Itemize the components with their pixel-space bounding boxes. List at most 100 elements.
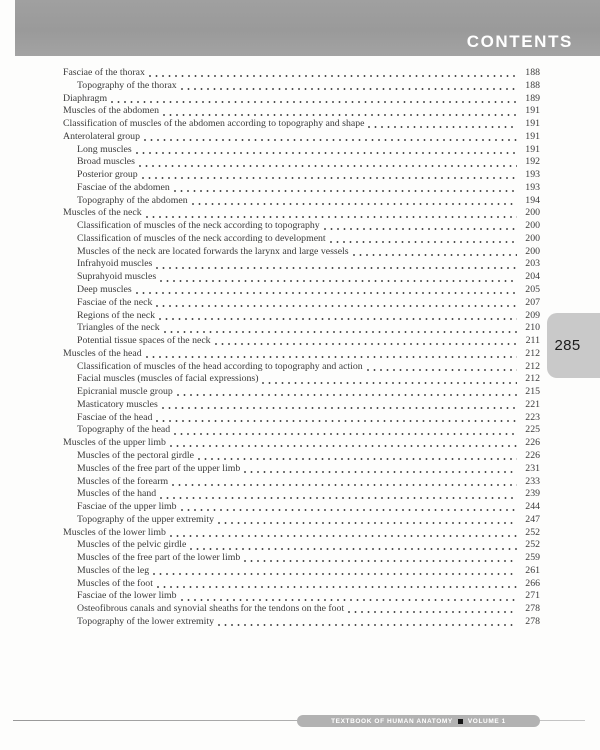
dot-leader [156,266,517,269]
toc-entry-page-number: 188 [525,67,540,78]
dot-leader [143,139,517,142]
toc-entry-page-number: 191 [525,143,540,155]
toc-entry: Classification of muscles of the neck ac… [63,220,540,233]
dot-leader [217,624,517,627]
dot-leader [163,330,517,333]
toc-entry-page-number: 271 [525,590,540,602]
dot-leader [160,279,517,282]
toc-entry: Topography of the thorax 188 [63,80,540,93]
dot-leader [191,202,517,205]
dot-leader [352,253,517,256]
dot-leader [159,317,517,320]
dot-leader [180,598,517,601]
footer-banner: TEXTBOOK OF HUMAN ANATOMY VOLUME 1 [297,715,540,727]
dot-leader [366,368,517,371]
dot-leader [163,113,517,116]
toc-entry: Muscles of the neck are located forwards… [63,246,540,259]
dot-leader [135,151,517,154]
dot-leader [138,164,517,167]
dot-leader [180,88,517,91]
toc-entry-page-number: 212 [525,347,540,359]
toc-entry: Masticatory muscles 221 [63,399,540,412]
toc-entry-page-number: 259 [525,552,540,564]
page-number-tab: 285 [547,313,600,378]
toc-entry: Muscles of the forearm 233 [63,476,540,489]
toc-entry-page-number: 221 [525,398,540,410]
dot-leader [217,522,517,525]
toc-entry-page-number: 200 [525,220,540,232]
header-bar: CONTENTS [15,0,600,56]
toc-entry: Diaphragm 189 [63,93,540,106]
dot-leader [161,407,517,410]
toc-entry-page-number: 223 [525,411,540,423]
toc-entry-label: Muscles of the pelvic girdle [77,539,187,551]
dot-leader [214,343,517,346]
toc-entry: Muscles of the neck 200 [63,207,540,220]
toc-entry: Posterior group 193 [63,169,540,182]
toc-entry: Muscles of the free part of the lower li… [63,552,540,565]
toc-entry-page-number: 266 [525,577,540,589]
dot-leader [111,100,517,103]
dot-leader [197,458,517,461]
toc-entry: Muscles of the head 212 [63,348,540,361]
toc-entry: Topography of the lower extremity 278 [63,616,540,629]
toc-entry-label: Muscles of the abdomen [63,105,160,117]
toc-entry: Muscles of the pectoral girdle 226 [63,450,540,463]
toc-entry-page-number: 252 [525,539,540,551]
dot-leader [172,483,517,486]
dot-leader [180,509,517,512]
footer-book-title: TEXTBOOK OF HUMAN ANATOMY [331,717,453,725]
toc-entry-page-number: 203 [525,258,540,270]
toc-entry-page-number: 191 [525,105,540,117]
dot-leader [135,292,517,295]
toc-entry: Epicranial muscle group 215 [63,386,540,399]
toc-entry-page-number: 239 [525,488,540,500]
page-title: CONTENTS [466,32,573,51]
toc-entry-label: Topography of the abdomen [77,194,188,206]
toc-entry-page-number: 212 [525,373,540,385]
toc-entry-label: Muscles of the neck [63,207,142,219]
dot-leader [323,228,517,231]
toc-entry-page-number: 233 [525,475,540,487]
toc-entry-label: Muscles of the lower limb [63,526,166,538]
toc-entry-page-number: 252 [525,526,540,538]
toc-entry: Suprahyoid muscles 204 [63,271,540,284]
toc-entry-page-number: 209 [525,309,540,321]
square-separator-icon [457,718,463,724]
dot-leader [329,241,517,244]
toc-entry-label: Suprahyoid muscles [77,271,157,283]
toc-entry-page-number: 204 [525,271,540,283]
toc-entry: Fasciae of the abdomen 193 [63,182,540,195]
toc-entry-page-number: 207 [525,296,540,308]
toc-entry: Topography of the abdomen 194 [63,195,540,208]
toc-entry: Deep muscles 205 [63,284,540,297]
toc-entry: Muscles of the upper limb 226 [63,437,540,450]
dot-leader [368,126,517,129]
toc-entry-page-number: 200 [525,245,540,257]
dot-leader [156,585,517,588]
toc-entry-page-number: 189 [525,92,540,104]
toc-entry-page-number: 191 [525,118,540,130]
toc-entry: Fasciae of the upper limb 244 [63,501,540,514]
toc-entry: Triangles of the neck 210 [63,322,540,335]
toc-entry: Muscles of the hand 239 [63,488,540,501]
toc-entry-page-number: 278 [525,615,540,627]
toc-entry-label: Fasciae of the thorax [63,67,145,78]
toc-entry-page-number: 200 [525,232,540,244]
dot-leader [156,305,517,308]
toc-entry-page-number: 200 [525,207,540,219]
toc-entry-label: Triangles of the neck [77,322,160,334]
toc-entry-label: Epicranial muscle group [77,386,173,398]
toc-entry-label: Fasciae of the neck [77,296,153,308]
toc-entry: Broad muscles 192 [63,156,540,169]
toc-entry: Classification of muscles of the neck ac… [63,233,540,246]
dot-leader [145,356,517,359]
toc-entry-page-number: 191 [525,130,540,142]
toc-entry: Fasciae of the thorax 188 [63,67,540,80]
toc-entry-label: Osteofibrous canals and synovial sheaths… [77,603,345,615]
toc-entry: Long muscles 191 [63,144,540,157]
toc-entry: Muscles of the lower limb 252 [63,527,540,540]
toc-entry-page-number: 215 [525,386,540,398]
toc-entry: Infrahyoid muscles 203 [63,258,540,271]
toc-entry-label: Diaphragm [63,92,108,104]
